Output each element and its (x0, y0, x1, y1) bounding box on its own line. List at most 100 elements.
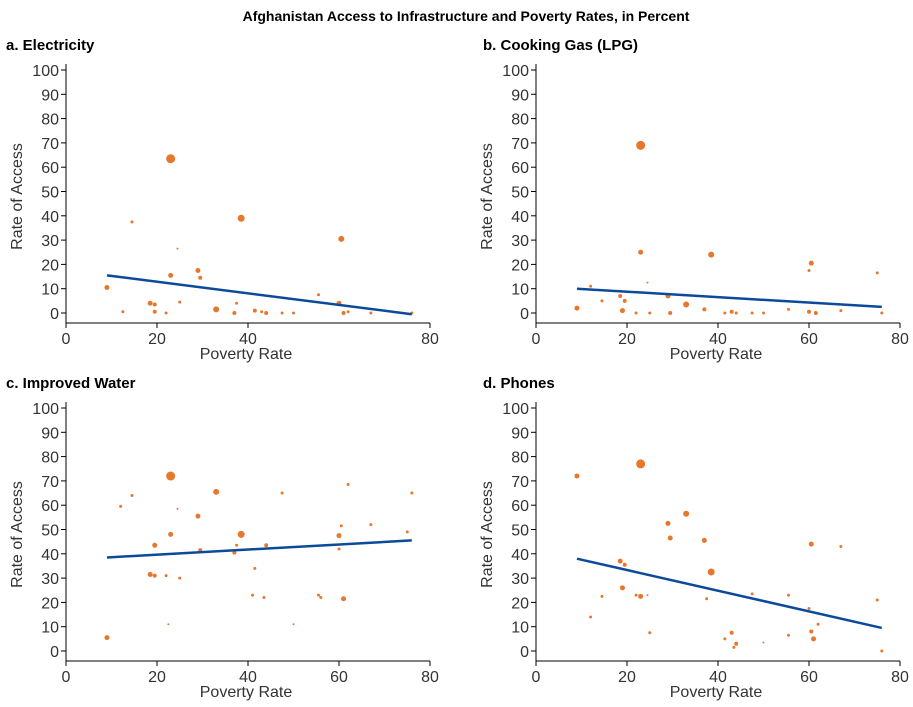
data-point (648, 311, 652, 315)
data-point (178, 576, 182, 580)
chart-panel: b. Cooking Gas (LPG) 0 10 20 30 40 50 60 70 80 90 1… (479, 37, 909, 363)
x-axis-label: Poverty Rate (670, 346, 763, 363)
data-point (252, 308, 257, 313)
x-tick-label: 0 (532, 669, 541, 686)
y-tick-label: 20 (511, 595, 529, 612)
y-tick-label: 60 (511, 498, 529, 515)
data-point (130, 220, 134, 224)
data-point (667, 535, 673, 541)
data-point (880, 311, 884, 315)
data-point (319, 596, 323, 600)
data-point (729, 309, 734, 314)
y-tick-label: 30 (511, 571, 529, 588)
data-point (280, 491, 284, 495)
y-tick-label: 40 (41, 209, 59, 226)
x-tick-label: 40 (239, 669, 257, 686)
y-tick-label: 90 (41, 87, 59, 104)
data-point (213, 488, 220, 495)
y-tick-label: 0 (520, 306, 529, 323)
panel-title: c. Improved Water (6, 375, 136, 392)
data-point (369, 311, 373, 315)
y-axis-label: Rate of Access (9, 481, 26, 588)
data-point (787, 593, 791, 597)
y-tick-label: 80 (511, 450, 529, 467)
data-point (839, 309, 843, 313)
x-tick-label: 20 (148, 669, 166, 686)
data-point (705, 597, 709, 601)
data-point (121, 310, 125, 314)
y-tick-label: 60 (41, 498, 59, 515)
data-point (813, 311, 818, 315)
y-tick-label: 80 (41, 112, 59, 129)
data-point (251, 593, 255, 597)
data-point (636, 140, 646, 150)
x-tick-label: 60 (800, 669, 818, 686)
data-point (729, 630, 734, 635)
y-tick-label: 40 (511, 209, 529, 226)
y-tick-label: 0 (50, 306, 59, 323)
y-tick-label: 30 (41, 233, 59, 250)
data-point (339, 524, 343, 528)
data-point (618, 293, 623, 298)
panel-title: d. Phones (483, 375, 555, 392)
trend-line (576, 557, 883, 630)
data-point (875, 598, 879, 602)
trend-line (576, 287, 882, 309)
data-point (346, 310, 350, 314)
data-point (750, 592, 754, 596)
data-point (147, 571, 153, 577)
data-point (168, 531, 174, 537)
x-tick-label: 40 (709, 669, 727, 686)
data-point (762, 641, 765, 644)
data-point (104, 284, 110, 290)
y-tick-label: 20 (41, 595, 59, 612)
y-tick-label: 30 (511, 233, 529, 250)
data-point (707, 568, 715, 576)
data-point (176, 507, 179, 510)
data-point (636, 459, 646, 469)
x-tick-label: 40 (709, 331, 727, 348)
data-point (734, 641, 739, 646)
data-point (178, 300, 182, 304)
x-tick-label: 80 (421, 669, 439, 686)
data-point (600, 299, 604, 303)
y-tick-label: 70 (511, 136, 529, 153)
x-axis-label: Poverty Rate (200, 684, 293, 701)
y-tick-label: 50 (41, 523, 59, 540)
data-point (167, 623, 170, 626)
data-point (734, 311, 738, 315)
data-point (589, 615, 593, 619)
data-point (337, 547, 341, 551)
data-point (338, 235, 345, 242)
figure-title: Afghanistan Access to Infrastructure and… (243, 8, 690, 24)
data-point (280, 311, 284, 315)
y-tick-label: 10 (511, 620, 529, 637)
data-point (683, 510, 690, 517)
y-tick-label: 40 (511, 547, 529, 564)
y-tick-label: 10 (511, 282, 529, 299)
y-tick-label: 50 (511, 185, 529, 202)
data-point (152, 302, 157, 307)
data-point (147, 300, 153, 306)
y-tick-label: 90 (511, 87, 529, 104)
data-point (292, 311, 295, 315)
data-point (164, 574, 168, 578)
trend-line (106, 539, 412, 559)
y-tick-label: 50 (511, 523, 529, 540)
data-point (648, 631, 652, 635)
y-tick-label: 70 (41, 136, 59, 153)
data-point (808, 541, 814, 547)
x-axis-label: Poverty Rate (200, 346, 293, 363)
data-point (638, 593, 644, 599)
y-tick-label: 20 (41, 257, 59, 274)
x-axis-label: Poverty Rate (670, 684, 763, 701)
y-axis-label: Rate of Access (479, 481, 496, 588)
data-point (346, 483, 350, 487)
data-point (369, 523, 373, 527)
data-point (317, 293, 321, 297)
data-point (292, 623, 295, 626)
data-point (152, 309, 157, 314)
x-tick-label: 40 (239, 331, 257, 348)
panel-title: b. Cooking Gas (LPG) (483, 37, 638, 54)
